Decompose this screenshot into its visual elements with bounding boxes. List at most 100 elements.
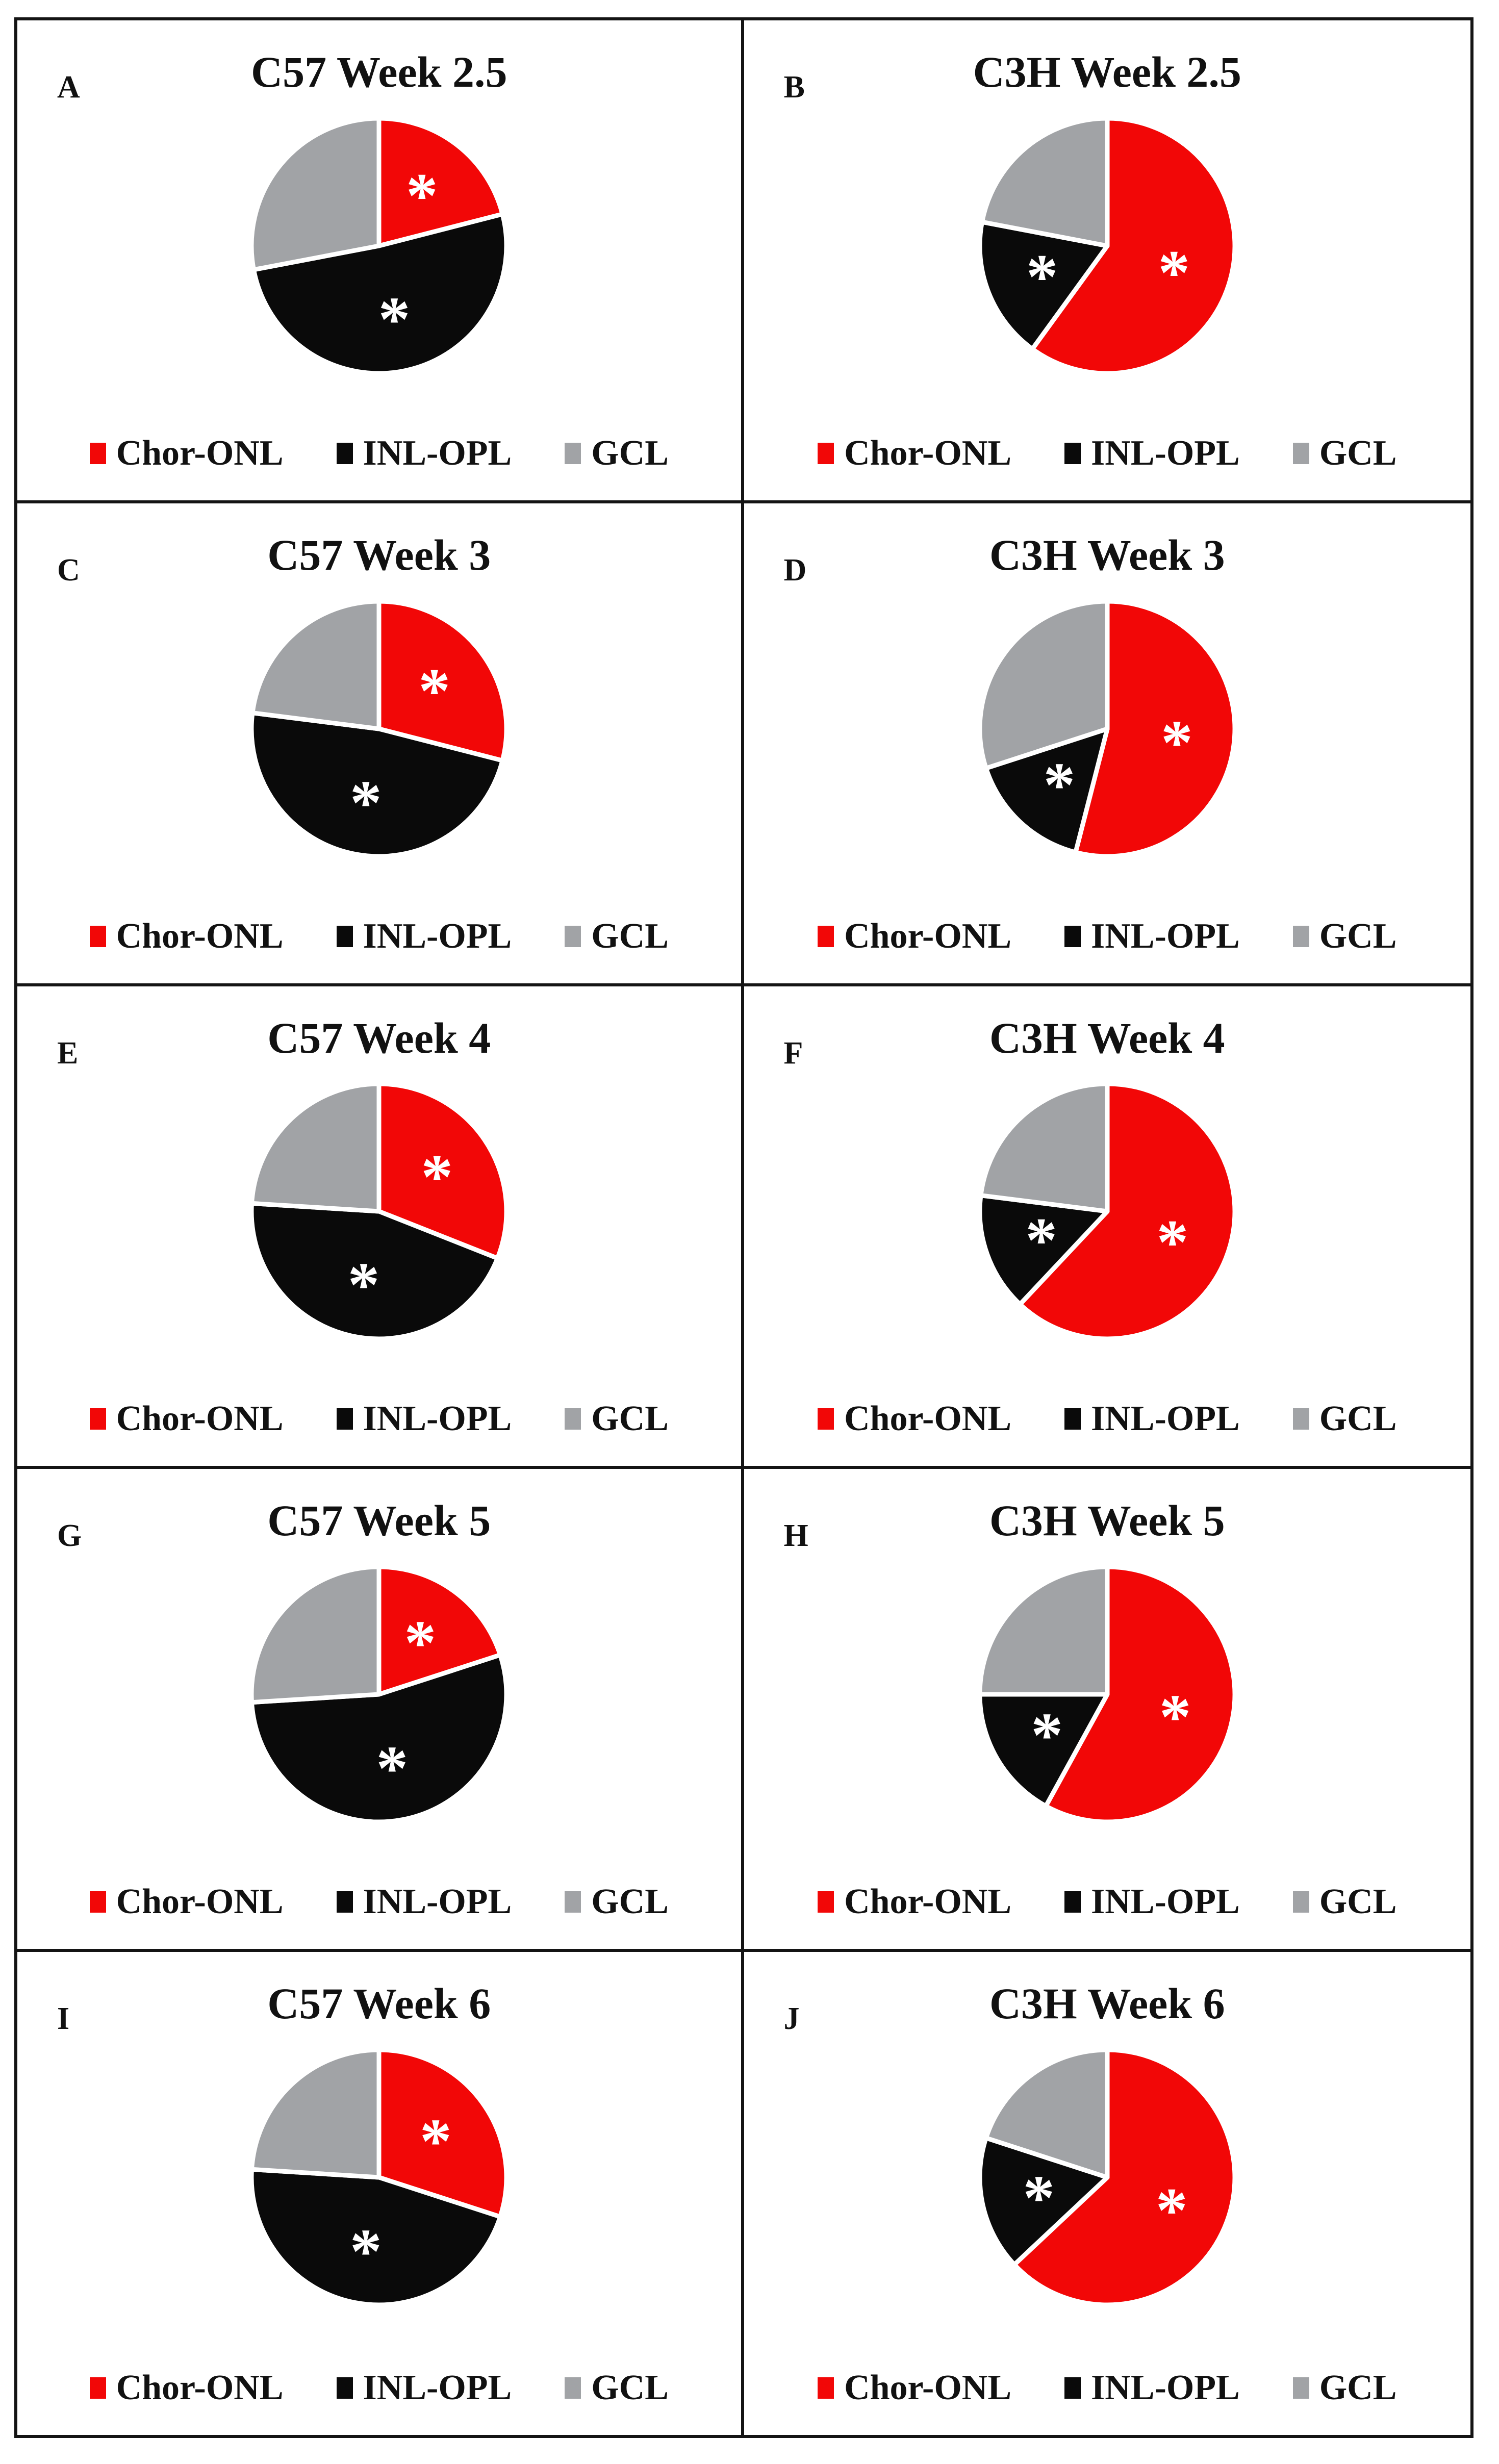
legend-label-inl-opl: INL-OPL: [363, 1399, 512, 1439]
legend-item-gcl: GCL: [1292, 916, 1396, 957]
panel-title: C57 Week 4: [267, 1013, 491, 1062]
legend-label-inl-opl: INL-OPL: [1091, 2368, 1240, 2407]
legend-swatch-chor-onl: [818, 1408, 834, 1430]
panel-letter: E: [57, 1035, 79, 1071]
legend-swatch-inl-opl: [336, 442, 353, 464]
pie-slice-gcl: [977, 599, 1110, 771]
legend-item-inl-opl: INL-OPL: [1064, 916, 1240, 957]
legend-swatch-chor-onl: [818, 2377, 834, 2399]
pie-slice-inl-opl: [251, 212, 509, 376]
legend-item-gcl: GCL: [565, 1882, 669, 1922]
pie-slice-inl-opl: [249, 710, 505, 859]
significance-asterisk: *: [1158, 238, 1190, 308]
legend-swatch-gcl: [1292, 442, 1309, 464]
panel-e: E C57 Week 4 * * Chor-ONL INL-OPL GCL: [17, 986, 744, 1469]
panel-title: C57 Week 2.5: [251, 47, 507, 96]
legend-swatch-chor-onl: [89, 2377, 106, 2399]
significance-asterisk: *: [348, 1251, 380, 1321]
legend-label-chor-onl: Chor-ONL: [844, 916, 1012, 956]
legend-item-gcl: GCL: [1292, 2368, 1397, 2408]
pie-slice-gcl: [983, 2047, 1110, 2180]
pie-slice-gcl: [979, 116, 1110, 248]
pie-slice-inl-opl: [249, 1653, 509, 1824]
legend-item-inl-opl: INL-OPL: [336, 1882, 512, 1922]
pie-slice-chor-onl: [1073, 599, 1237, 859]
pie-chart-figure: A C57 Week 2.5 * * Chor-ONL INL-OPL GCL B…: [14, 17, 1473, 2438]
pie-chart: **: [977, 2047, 1237, 2307]
panel-letter: G: [57, 1518, 82, 1554]
legend: Chor-ONL INL-OPL GCL: [17, 1882, 741, 1922]
legend: Chor-ONL INL-OPL GCL: [17, 2368, 741, 2408]
legend-item-inl-opl: INL-OPL: [336, 916, 512, 957]
legend-item-chor-onl: Chor-ONL: [89, 1399, 284, 1439]
significance-asterisk: *: [421, 1142, 453, 1213]
legend-swatch-chor-onl: [818, 1891, 834, 1913]
pie-slice-gcl: [250, 599, 382, 731]
legend-item-chor-onl: Chor-ONL: [818, 1399, 1011, 1439]
panel-title: C57 Week 3: [267, 530, 491, 579]
legend-label-inl-opl: INL-OPL: [1091, 1399, 1240, 1439]
pie-slice-inl-opl: [977, 1692, 1110, 1809]
pie-chart: **: [249, 2047, 509, 2307]
legend-swatch-gcl: [1292, 925, 1309, 947]
legend-item-chor-onl: Chor-ONL: [818, 433, 1011, 474]
legend-swatch-inl-opl: [1064, 442, 1081, 464]
significance-asterisk: *: [1159, 1682, 1191, 1752]
legend-swatch-inl-opl: [336, 1891, 353, 1913]
legend-label-inl-opl: INL-OPL: [363, 916, 512, 956]
significance-asterisk: *: [1043, 750, 1075, 821]
legend-item-inl-opl: INL-OPL: [336, 2368, 512, 2408]
legend-item-gcl: GCL: [565, 916, 669, 957]
legend-swatch-inl-opl: [1064, 925, 1081, 947]
pie-chart: **: [249, 599, 509, 859]
pie-slice-chor-onl: [376, 599, 509, 763]
legend: Chor-ONL INL-OPL GCL: [17, 433, 741, 474]
pie-chart: **: [977, 1564, 1237, 1824]
significance-asterisk: *: [1025, 1206, 1057, 1276]
legend-swatch-chor-onl: [818, 442, 834, 464]
legend-label-gcl: GCL: [1319, 1399, 1397, 1439]
legend-label-chor-onl: Chor-ONL: [844, 1399, 1012, 1439]
legend-label-gcl: GCL: [1319, 433, 1397, 473]
legend-label-chor-onl: Chor-ONL: [116, 2368, 284, 2407]
legend-label-gcl: GCL: [1319, 2368, 1397, 2407]
pie-chart: **: [977, 599, 1237, 859]
legend: Chor-ONL INL-OPL GCL: [744, 1882, 1471, 1922]
pie-slice-chor-onl: [376, 2047, 509, 2219]
legend-swatch-inl-opl: [1064, 1408, 1081, 1430]
legend-label-chor-onl: Chor-ONL: [844, 2368, 1012, 2407]
pie-slice-inl-opl: [977, 1193, 1110, 1307]
panel-h: H C3H Week 5 * * Chor-ONL INL-OPL GCL: [744, 1469, 1471, 1952]
legend-swatch-inl-opl: [336, 1408, 353, 1430]
legend-label-chor-onl: Chor-ONL: [116, 916, 284, 956]
pie-slice-gcl: [249, 2047, 382, 2180]
legend-swatch-gcl: [1292, 1408, 1309, 1430]
panel-title: C3H Week 4: [989, 1013, 1225, 1062]
legend-label-inl-opl: INL-OPL: [363, 2368, 512, 2407]
legend: Chor-ONL INL-OPL GCL: [744, 1399, 1471, 1439]
legend-item-inl-opl: INL-OPL: [1064, 2368, 1240, 2408]
legend: Chor-ONL INL-OPL GCL: [744, 916, 1471, 957]
legend-label-chor-onl: Chor-ONL: [844, 433, 1012, 473]
panel-c: C C57 Week 3 * * Chor-ONL INL-OPL GCL: [17, 503, 744, 986]
legend-swatch-gcl: [1292, 2377, 1309, 2399]
significance-asterisk: *: [404, 1608, 437, 1679]
legend-item-inl-opl: INL-OPL: [1064, 433, 1240, 474]
panel-title: C3H Week 6: [989, 1979, 1225, 2028]
legend-swatch-gcl: [565, 2377, 581, 2399]
panel-title: C57 Week 5: [267, 1496, 491, 1545]
legend-label-chor-onl: Chor-ONL: [116, 433, 284, 473]
pie-slice-chor-onl: [1043, 1564, 1237, 1824]
pie-slice-inl-opl: [977, 219, 1110, 351]
legend-item-inl-opl: INL-OPL: [1064, 1399, 1240, 1439]
legend-item-chor-onl: Chor-ONL: [89, 916, 284, 957]
legend-item-inl-opl: INL-OPL: [336, 1399, 512, 1439]
significance-asterisk: *: [378, 285, 411, 355]
pie-chart: **: [249, 116, 509, 376]
significance-asterisk: *: [350, 768, 382, 839]
legend-item-gcl: GCL: [1292, 1882, 1396, 1922]
legend-swatch-inl-opl: [1064, 2377, 1081, 2399]
legend-label-inl-opl: INL-OPL: [1091, 433, 1240, 473]
legend-item-gcl: GCL: [1292, 1399, 1397, 1439]
legend-item-chor-onl: Chor-ONL: [89, 2368, 284, 2408]
